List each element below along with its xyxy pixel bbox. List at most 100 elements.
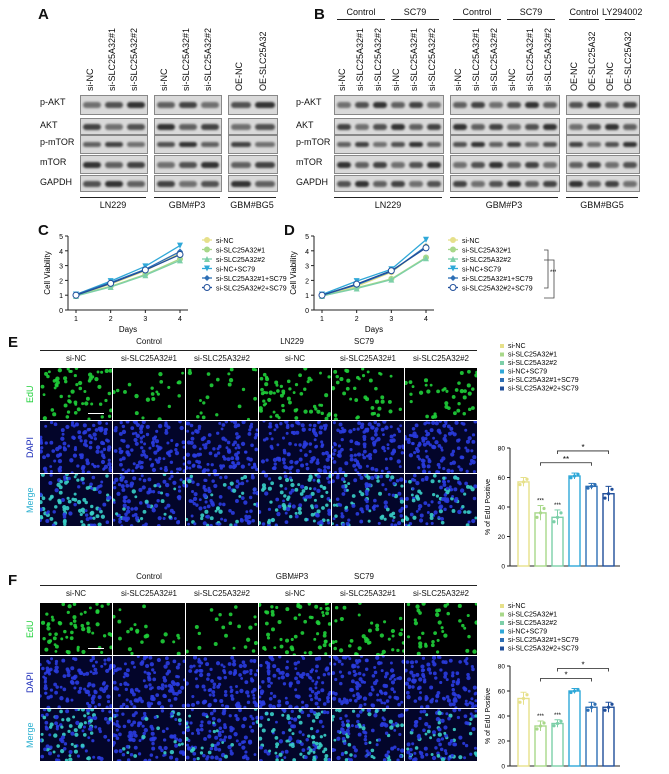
blot-band bbox=[157, 161, 175, 168]
blot-band bbox=[471, 161, 485, 168]
cell-line-underline bbox=[450, 197, 558, 198]
y-tick-label: 40 bbox=[498, 505, 506, 512]
blot-band bbox=[623, 161, 637, 168]
blot-band bbox=[489, 142, 503, 147]
micrograph-cell bbox=[40, 421, 112, 473]
blot-band bbox=[179, 142, 197, 147]
blot-band bbox=[157, 102, 175, 108]
y-axis-label: Cell Viability bbox=[289, 251, 298, 294]
bar bbox=[585, 485, 598, 567]
group-header-control: Control bbox=[136, 337, 162, 346]
blot-strip bbox=[80, 118, 148, 135]
lane-label: si-SLC25A32#1 bbox=[471, 27, 481, 91]
micrograph-cell bbox=[259, 421, 331, 473]
data-point bbox=[555, 515, 560, 519]
cell-line-label: GBM#P3 bbox=[168, 200, 206, 210]
micrograph-cell bbox=[113, 709, 185, 761]
micrograph-cell bbox=[186, 368, 258, 420]
y-tick-label: 2 bbox=[59, 278, 63, 285]
data-point bbox=[177, 257, 183, 264]
data-point bbox=[203, 284, 211, 291]
blot-band bbox=[83, 161, 101, 168]
legend-entry: si-NC+SC79 bbox=[508, 629, 547, 636]
legend-entry: si-SLC25A32#2+SC79 bbox=[216, 286, 287, 293]
data-point bbox=[542, 506, 546, 511]
bar bbox=[534, 725, 547, 767]
data-point bbox=[518, 700, 522, 704]
micrograph-cell bbox=[40, 603, 112, 655]
micrograph-nuclei bbox=[186, 474, 258, 526]
group-header-cell: GBM#P3 bbox=[275, 572, 309, 581]
blot-band bbox=[525, 180, 539, 187]
legend-entry: si-NC+SC79 bbox=[462, 267, 501, 274]
blot-band bbox=[391, 123, 405, 130]
micrograph-nuclei bbox=[259, 368, 331, 420]
data-point bbox=[593, 482, 597, 487]
blot-band bbox=[355, 142, 369, 147]
blot-band bbox=[83, 142, 101, 147]
row-label: EdU bbox=[25, 385, 35, 403]
blot-band bbox=[179, 161, 197, 168]
micrograph-nuclei bbox=[405, 656, 477, 708]
bracket-label: * bbox=[564, 671, 567, 680]
series-line bbox=[75, 258, 181, 296]
blot-band bbox=[201, 180, 219, 187]
treatment-line bbox=[507, 19, 555, 20]
blot-band bbox=[255, 142, 275, 147]
legend-entry: si-SLC25A32#2 bbox=[508, 360, 557, 367]
blot-row-label: mTOR bbox=[296, 157, 323, 167]
x-tick-label: 4 bbox=[424, 316, 428, 323]
treatment-label: SC79 bbox=[519, 7, 543, 17]
x-axis-label: Days bbox=[119, 325, 137, 334]
cell-line-underline bbox=[228, 197, 276, 198]
micrograph-nuclei bbox=[186, 709, 258, 761]
micrograph-cell bbox=[113, 603, 185, 655]
column-label: si-NC bbox=[66, 589, 86, 598]
blot-band bbox=[605, 161, 619, 168]
blot-strip bbox=[80, 175, 148, 192]
x-tick-label: 1 bbox=[320, 316, 324, 323]
bracket-label: ** bbox=[563, 455, 569, 464]
micrograph-cell bbox=[259, 368, 331, 420]
panel-label-e: E bbox=[8, 334, 19, 351]
blot-band bbox=[127, 123, 145, 130]
data-point bbox=[576, 687, 580, 692]
data-point bbox=[387, 267, 395, 275]
data-point bbox=[559, 719, 563, 723]
bar bbox=[534, 512, 547, 567]
blot-band bbox=[337, 102, 351, 108]
cell-line-label: GBM#BG5 bbox=[580, 200, 624, 210]
micrograph-nuclei bbox=[332, 603, 404, 655]
micrograph-cell bbox=[40, 709, 112, 761]
lane-label: si-NC bbox=[337, 68, 347, 92]
micrograph-nuclei bbox=[405, 474, 477, 526]
y-tick-label: 80 bbox=[498, 446, 506, 453]
blot-strip bbox=[228, 175, 278, 192]
blot-band bbox=[587, 123, 601, 130]
micrograph-cell bbox=[113, 474, 185, 526]
blot-band bbox=[157, 123, 175, 130]
blot-band bbox=[83, 102, 101, 108]
micrograph-nuclei bbox=[113, 709, 185, 761]
blot-band bbox=[471, 123, 485, 130]
y-tick-label: 20 bbox=[498, 534, 506, 541]
lane-label: OE-SLC25A32 bbox=[258, 31, 268, 91]
blot-band bbox=[605, 142, 619, 147]
panel-label-c: C bbox=[38, 222, 49, 239]
data-point bbox=[450, 275, 456, 281]
lane-label: si-NC bbox=[85, 68, 95, 92]
blot-band bbox=[231, 142, 251, 147]
y-tick-label: 40 bbox=[498, 714, 506, 721]
blot-band bbox=[127, 142, 145, 147]
column-label: si-SLC25A32#2 bbox=[193, 354, 251, 363]
data-point bbox=[606, 492, 611, 496]
lane-label: si-NC bbox=[391, 68, 401, 92]
y-tick-label: 0 bbox=[501, 564, 505, 571]
column-label: si-NC bbox=[285, 589, 305, 598]
data-point bbox=[422, 244, 430, 252]
blot-band bbox=[373, 161, 387, 168]
lane-label: si-SLC25A32#2 bbox=[373, 27, 383, 91]
legend-entry: si-SLC25A32#2+SC79 bbox=[508, 646, 579, 653]
blot-band bbox=[391, 142, 405, 147]
data-point bbox=[538, 724, 543, 728]
